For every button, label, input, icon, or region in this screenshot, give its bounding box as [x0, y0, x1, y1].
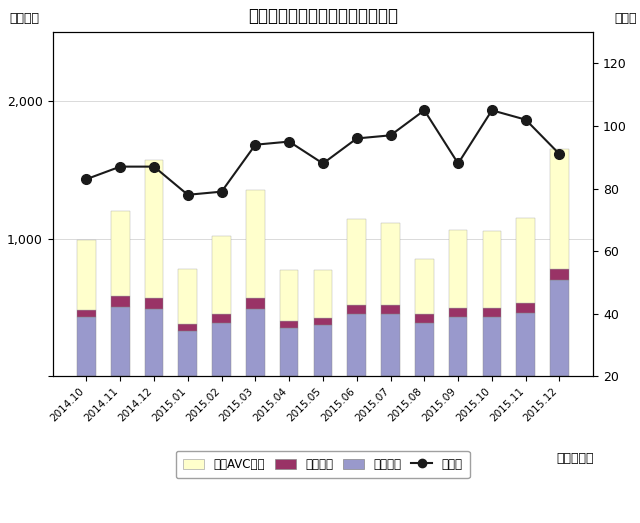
Bar	[550, 269, 569, 280]
Title: 民生用電子機器国内出荷金額推移: 民生用電子機器国内出荷金額推移	[248, 7, 398, 25]
Bar	[348, 314, 366, 376]
Bar	[179, 331, 197, 376]
Bar	[179, 324, 197, 331]
Bar	[415, 323, 434, 376]
Bar	[145, 298, 163, 309]
Text: （億円）: （億円）	[9, 12, 39, 25]
Bar	[111, 297, 129, 308]
Bar	[212, 236, 231, 314]
Bar	[212, 323, 231, 376]
Bar	[212, 314, 231, 323]
Bar	[381, 314, 400, 376]
Text: （年・月）: （年・月）	[556, 452, 593, 465]
Bar	[483, 317, 501, 376]
Bar	[449, 230, 467, 308]
Bar	[550, 149, 569, 269]
Bar	[145, 309, 163, 376]
Bar	[314, 318, 332, 325]
Bar	[415, 314, 434, 323]
Bar	[516, 218, 535, 303]
Bar	[314, 269, 332, 318]
Bar	[348, 305, 366, 314]
Bar	[415, 259, 434, 314]
Bar	[381, 223, 400, 305]
Bar	[280, 270, 298, 321]
Legend: カーAVC機器, 音声機器, 映像機器, 前年比: カーAVC機器, 音声機器, 映像機器, 前年比	[176, 451, 470, 478]
Bar	[483, 231, 501, 308]
Bar	[516, 313, 535, 376]
Bar	[483, 308, 501, 317]
Bar	[280, 321, 298, 328]
Bar	[550, 280, 569, 376]
Bar	[111, 211, 129, 297]
Bar	[449, 317, 467, 376]
Bar	[449, 308, 467, 317]
Bar	[280, 328, 298, 376]
Bar	[246, 298, 265, 309]
Bar	[246, 309, 265, 376]
Bar	[381, 305, 400, 314]
Bar	[77, 317, 96, 376]
Text: （％）: （％）	[614, 12, 637, 25]
Bar	[516, 303, 535, 313]
Bar	[145, 160, 163, 298]
Bar	[348, 219, 366, 305]
Bar	[77, 310, 96, 317]
Bar	[246, 190, 265, 298]
Bar	[314, 325, 332, 376]
Bar	[77, 240, 96, 310]
Bar	[179, 269, 197, 324]
Bar	[111, 308, 129, 376]
